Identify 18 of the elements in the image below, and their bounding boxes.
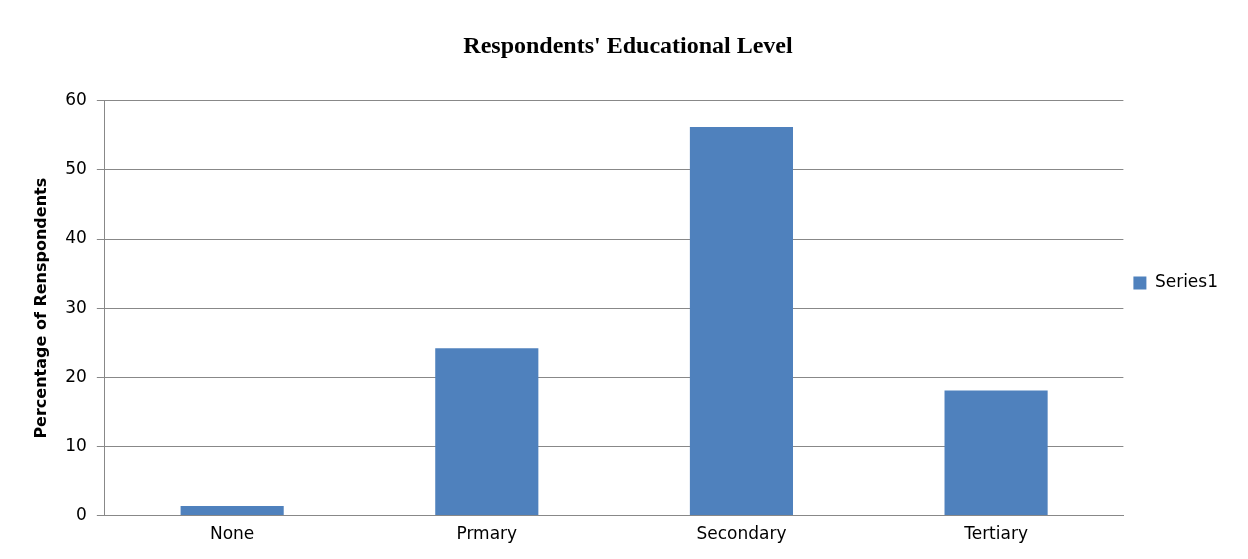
legend-label: Series1	[1154, 271, 1219, 292]
x-tick-label: Secondary	[696, 523, 787, 544]
bar	[435, 348, 539, 516]
y-tick-label: 30	[65, 296, 87, 317]
x-tick-label: None	[209, 523, 255, 544]
bar	[180, 505, 284, 516]
y-axis-title: Percentage of Renspondents	[30, 177, 50, 439]
x-tick-label: Tertiary	[963, 523, 1028, 544]
bar	[944, 390, 1048, 516]
y-tick-label: 20	[65, 365, 87, 386]
chart-title: Respondents' Educational Level	[463, 31, 794, 58]
y-tick-label: 60	[65, 89, 87, 110]
bar	[689, 127, 794, 516]
y-tick-label: 10	[65, 434, 87, 455]
y-tick-label: 40	[65, 227, 87, 248]
y-tick-label: 50	[65, 158, 87, 179]
y-tick-label: 0	[76, 504, 87, 525]
x-tick-label: Prmary	[456, 523, 518, 544]
